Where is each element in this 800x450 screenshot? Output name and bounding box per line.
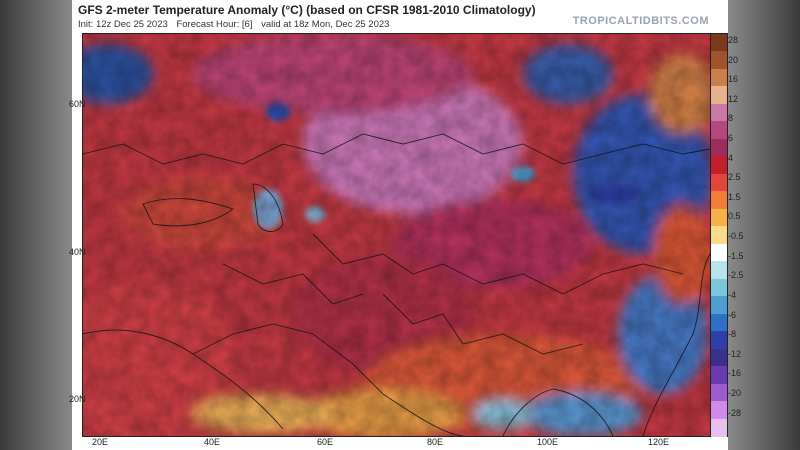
central-asia-borders	[312, 233, 684, 295]
colorbar-segment	[711, 418, 727, 437]
lon-label-20e: 20E	[92, 437, 109, 447]
colorbar-label: -20	[728, 387, 742, 398]
map-svg	[83, 34, 710, 436]
colorbar-segment	[711, 156, 727, 175]
noise-texture	[83, 34, 710, 436]
colorbar-segment	[711, 103, 727, 122]
china-coast	[642, 253, 710, 436]
colorbar-segment	[711, 261, 727, 280]
lon-label-60e: 60E	[317, 437, 334, 447]
lat-label-60n: 60N	[69, 99, 86, 109]
lon-label-100e: 100E	[537, 437, 559, 447]
colorbar-segment	[711, 401, 727, 420]
colorbar-label: -12	[728, 348, 742, 359]
colorbar	[710, 33, 728, 437]
colorbar-label: 2.5	[728, 172, 741, 183]
init-time: Init: 12z Dec 25 2023	[78, 19, 168, 30]
colorbar-segment	[711, 278, 727, 297]
forecast-hour: Forecast Hour: [6]	[176, 19, 253, 30]
middle-east-borders	[222, 263, 364, 305]
colorbar-segment	[711, 173, 727, 192]
colorbar-segment	[711, 34, 727, 52]
colorbar-label: -6	[728, 309, 737, 320]
colorbar-segment	[711, 86, 727, 105]
colorbar-segment	[711, 121, 727, 140]
colorbar-segment	[711, 366, 727, 385]
caspian-outline	[252, 183, 284, 232]
colorbar-segment	[711, 296, 727, 315]
northern-borders	[83, 133, 710, 165]
colorbar-label: -28	[728, 407, 742, 418]
colorbar-segment	[711, 243, 727, 262]
colorbar-label: -8	[728, 329, 737, 340]
persian-gulf-coast	[192, 323, 384, 395]
colorbar-label: -0.5	[728, 231, 744, 242]
colorbar-segment	[711, 191, 727, 210]
himalaya-borders	[382, 293, 584, 355]
colorbar-segment	[711, 68, 727, 87]
colorbar-label: 20	[728, 54, 739, 65]
lon-label-80e: 80E	[427, 437, 444, 447]
map-title: GFS 2-meter Temperature Anomaly (°C) (ba…	[78, 3, 536, 17]
colorbar-label: 8	[728, 113, 734, 124]
run-info: Init: 12z Dec 25 2023 Forecast Hour: [6]…	[78, 19, 395, 30]
colorbar-label: -2.5	[728, 270, 744, 281]
colorbar-label: -4	[728, 289, 737, 300]
site-watermark: TROPICALTIDBITS.COM	[572, 15, 709, 27]
colorbar-segment	[711, 51, 727, 70]
colorbar-segment	[711, 208, 727, 227]
lon-label-120e: 120E	[648, 437, 670, 447]
left-dark-margin	[0, 0, 72, 450]
colorbar-segment	[711, 383, 727, 402]
colorbar-segment	[711, 348, 727, 367]
map-figure: GFS 2-meter Temperature Anomaly (°C) (ba…	[69, 0, 744, 450]
colorbar-segment	[711, 138, 727, 157]
bay-bengal-coast	[502, 388, 614, 436]
colorbar-segment	[711, 226, 727, 245]
lat-label-20n: 20N	[69, 394, 86, 404]
right-dark-margin	[728, 0, 800, 450]
colorbar-label: 0.5	[728, 211, 741, 222]
colorbar-segment	[711, 313, 727, 332]
india-west-coast	[382, 393, 464, 436]
valid-time: valid at 18z Mon, Dec 25 2023	[261, 19, 390, 30]
lon-label-40e: 40E	[204, 437, 221, 447]
colorbar-label: -16	[728, 368, 742, 379]
colorbar-label: 12	[728, 93, 739, 104]
colorbar-label: 1.5	[728, 191, 741, 202]
map-header: GFS 2-meter Temperature Anomaly (°C) (ba…	[78, 2, 723, 32]
lat-label-40n: 40N	[69, 247, 86, 257]
colorbar-label: -1.5	[728, 250, 744, 261]
colorbar-label: 4	[728, 152, 734, 163]
black-sea-outline	[142, 198, 234, 227]
colorbar-segment	[711, 331, 727, 350]
colorbar-label: 6	[728, 133, 734, 144]
temperature-anomaly-map	[82, 33, 711, 437]
colorbar-label: 16	[728, 74, 739, 85]
borders	[83, 133, 710, 436]
colorbar-label: 28	[728, 35, 739, 45]
